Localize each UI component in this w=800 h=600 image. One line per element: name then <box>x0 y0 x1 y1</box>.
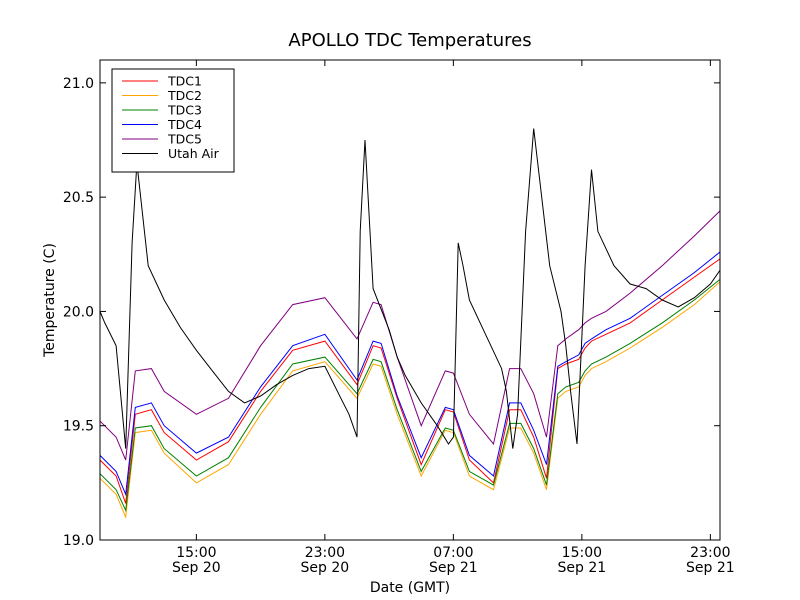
y-axis-label: Temperature (C) <box>42 243 58 358</box>
legend-label-tdc4: TDC4 <box>167 117 202 132</box>
y-tick-label: 21.0 <box>63 76 94 92</box>
legend-label-tdc1: TDC1 <box>167 74 202 89</box>
x-tick-label-date: Sep 21 <box>686 560 735 576</box>
series-line-utah-air <box>100 128 720 449</box>
x-tick-label-time: 23:00 <box>690 545 730 561</box>
series-line-tdc3 <box>100 279 720 513</box>
legend-label-utah-air: Utah Air <box>168 146 220 161</box>
x-tick-label-date: Sep 21 <box>429 560 478 576</box>
x-tick-label-date: Sep 20 <box>172 560 221 576</box>
chart-title: APOLLO TDC Temperatures <box>288 30 531 51</box>
series-line-tdc5 <box>100 210 720 461</box>
legend-label-tdc2: TDC2 <box>167 88 202 103</box>
plot-area <box>100 128 720 520</box>
y-tick-label: 19.0 <box>63 533 94 549</box>
x-tick-label-date: Sep 21 <box>558 560 607 576</box>
legend-label-tdc3: TDC3 <box>167 103 202 118</box>
y-tick-label: 20.5 <box>63 190 94 206</box>
series-line-tdc1 <box>100 258 720 504</box>
x-tick-label-time: 07:00 <box>433 545 473 561</box>
series-line-tdc2 <box>100 281 720 520</box>
x-tick-label-date: Sep 20 <box>301 560 350 576</box>
y-tick-label: 20.0 <box>63 304 94 320</box>
y-tick-label: 19.5 <box>63 419 94 435</box>
x-tick-label-time: 15:00 <box>176 545 216 561</box>
legend-label-tdc5: TDC5 <box>167 132 202 147</box>
x-tick-label-time: 15:00 <box>562 545 602 561</box>
legend-box <box>111 68 235 173</box>
axes-frame <box>99 59 721 541</box>
x-tick-label-time: 23:00 <box>305 545 345 561</box>
series-line-tdc4 <box>100 251 720 497</box>
x-axis-label: Date (GMT) <box>370 580 450 596</box>
